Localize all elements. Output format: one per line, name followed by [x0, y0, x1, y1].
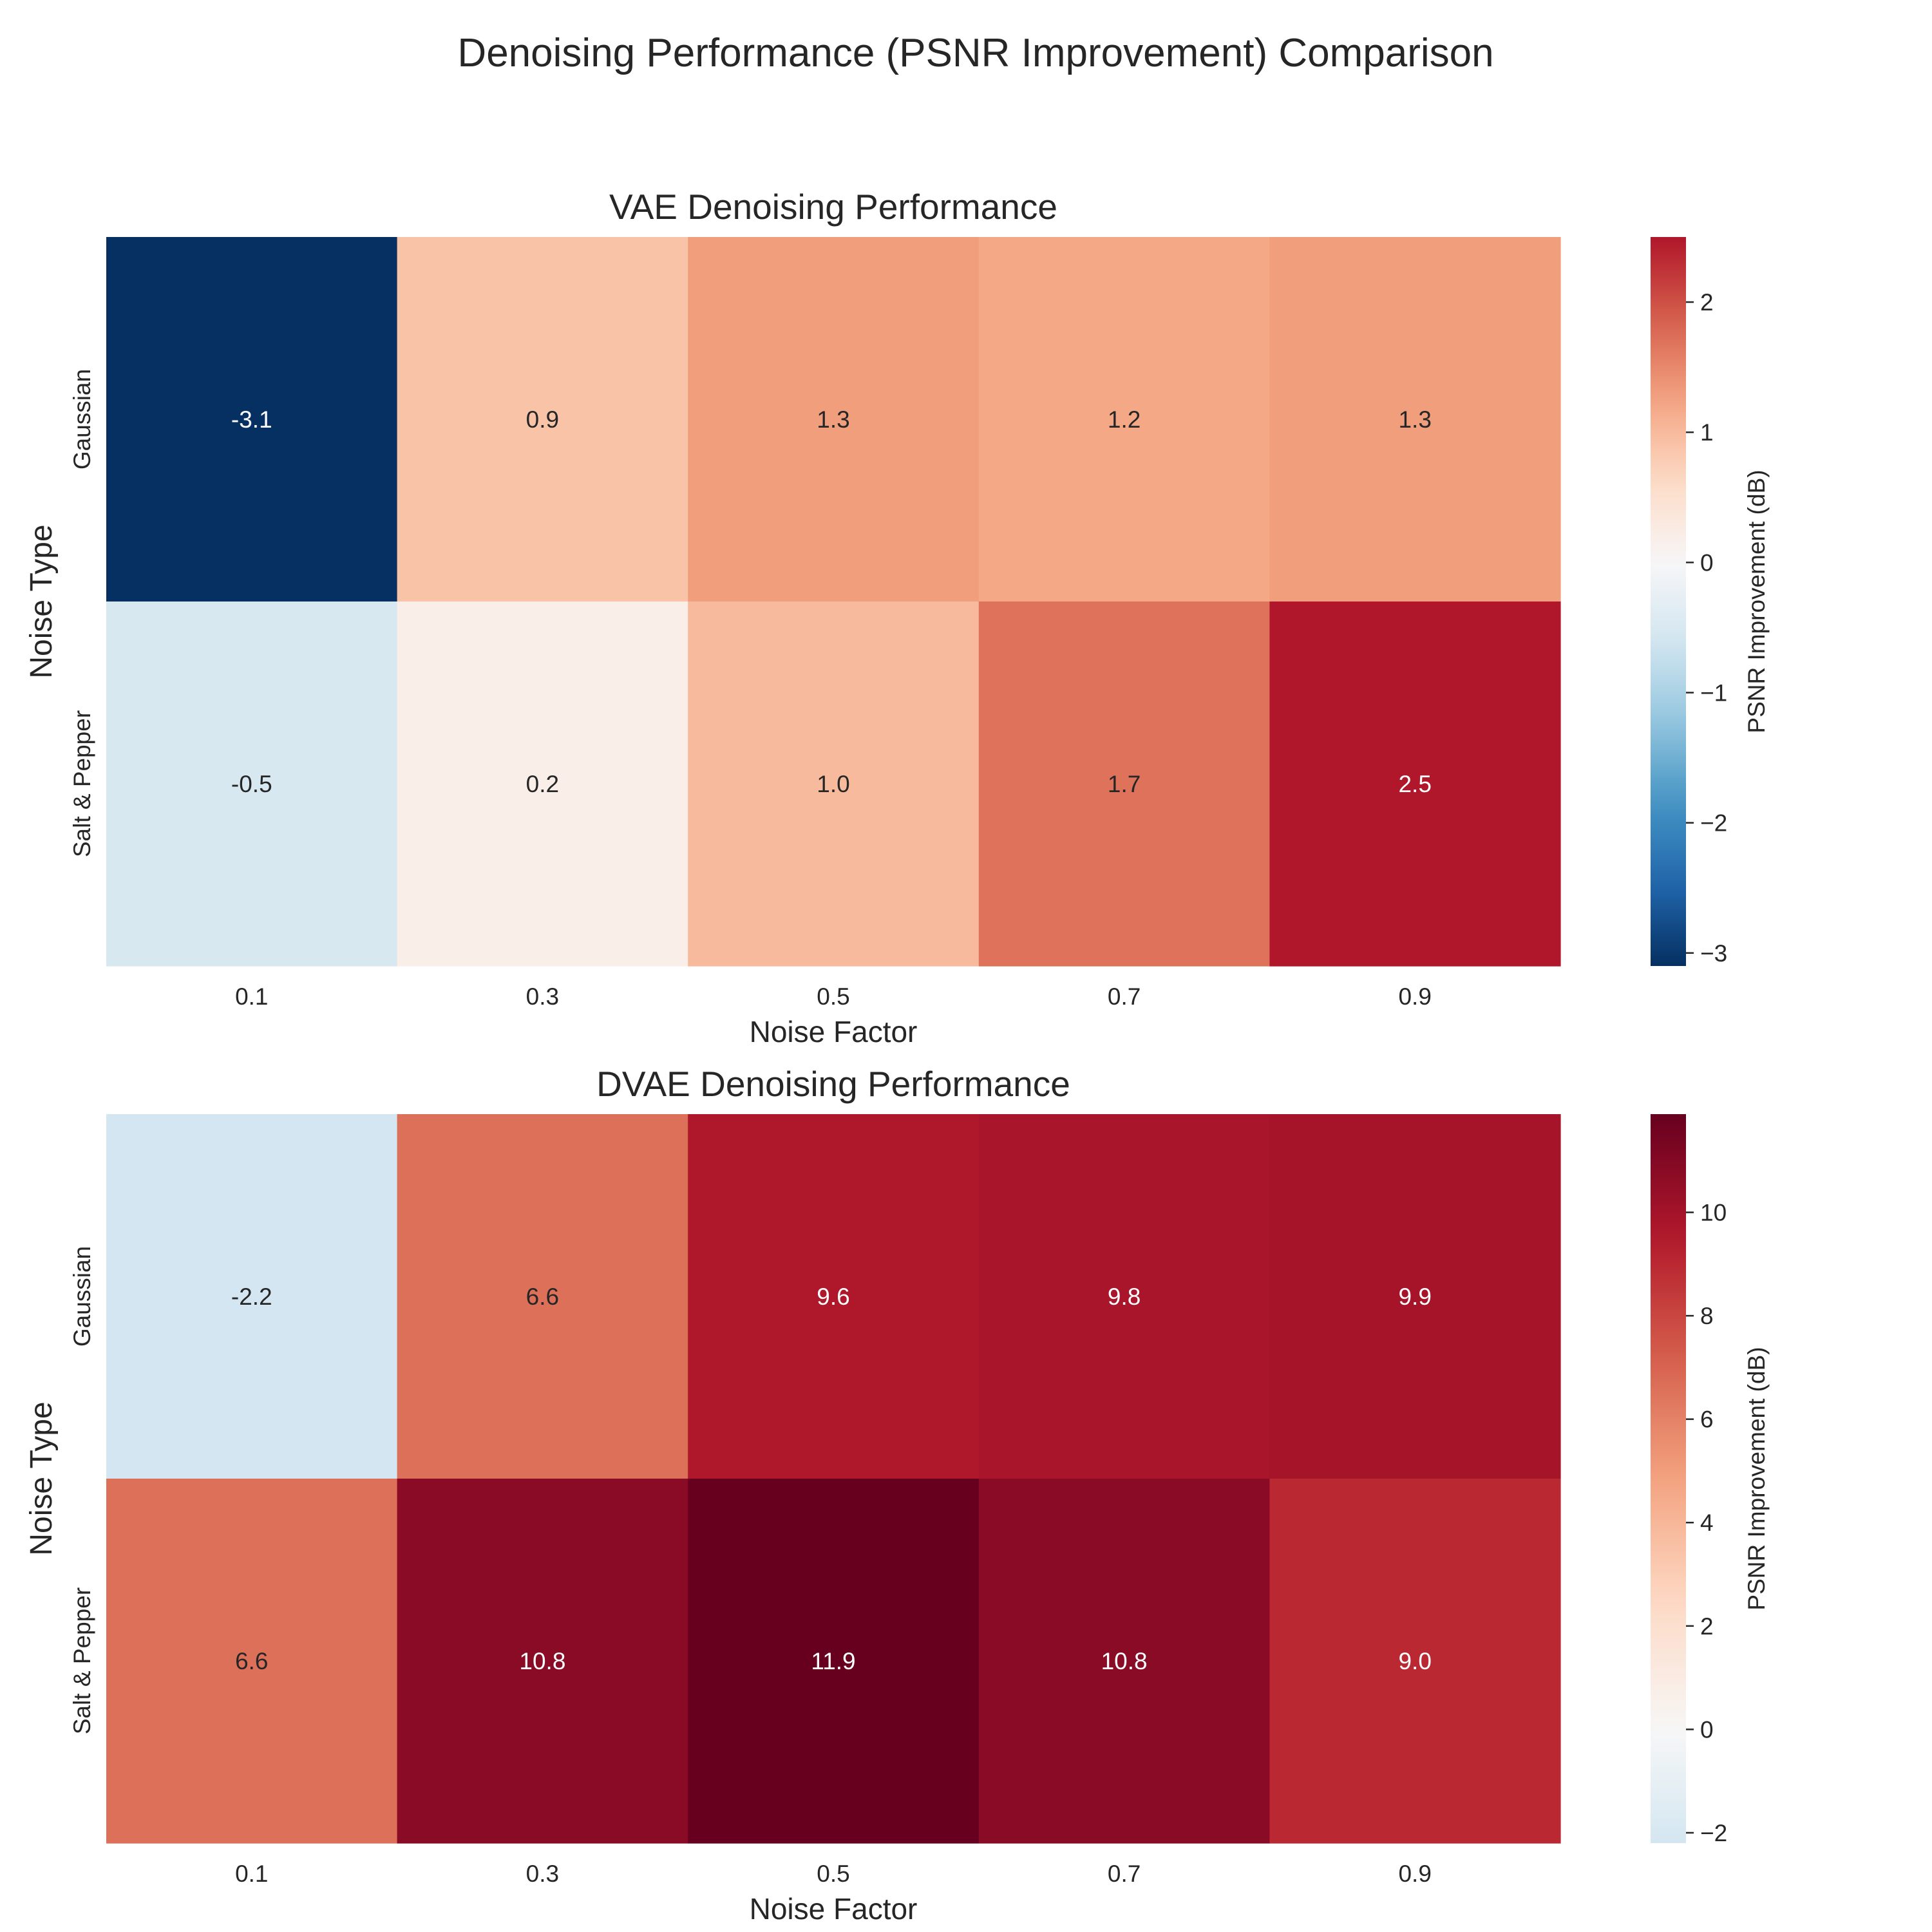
y-tick-label: Gaussian	[69, 1246, 95, 1347]
heatmap-cell	[397, 1479, 688, 1844]
cell-value-label: 1.3	[1398, 406, 1431, 433]
cell-value-label: 0.2	[526, 771, 559, 797]
y-tick-label: Gaussian	[69, 369, 95, 469]
colorbar-tick-label: 2	[1700, 289, 1714, 316]
heatmap-cell	[106, 601, 398, 967]
colorbar-tick-label: 0	[1700, 1716, 1714, 1743]
colorbar-tick-label: −2	[1700, 1820, 1727, 1846]
y-axis-label: Noise Type	[24, 524, 59, 678]
cell-value-label: -3.1	[231, 406, 272, 433]
cell-value-label: 9.8	[1108, 1283, 1141, 1310]
cell-value-label: 1.7	[1108, 771, 1141, 797]
heatmap-cell	[106, 1114, 398, 1479]
heatmap-cell	[1269, 237, 1561, 602]
heatmap-cell	[978, 1479, 1270, 1844]
x-tick-label: 0.3	[526, 983, 559, 1010]
colorbar-tick-label: 2	[1700, 1613, 1714, 1640]
x-tick-label: 0.1	[235, 1861, 268, 1887]
x-tick-label: 0.5	[817, 983, 849, 1010]
heatmap-cell	[1269, 601, 1561, 967]
heatmap-cell	[106, 237, 398, 602]
colorbar-tick-label: −1	[1700, 680, 1727, 706]
colorbar	[1651, 237, 1686, 966]
y-axis-label: Noise Type	[24, 1401, 59, 1555]
panel-title: VAE Denoising Performance	[609, 187, 1057, 227]
x-tick-label: 0.9	[1398, 1861, 1431, 1887]
cell-value-label: 10.8	[519, 1648, 565, 1674]
cell-value-label: 1.3	[817, 406, 849, 433]
heatmap-cell	[688, 237, 980, 602]
heatmap-cell	[1269, 1479, 1561, 1844]
colorbar-tick-label: 8	[1700, 1303, 1714, 1329]
heatmap-cell	[397, 1114, 688, 1479]
x-tick-label: 0.5	[817, 1861, 849, 1887]
cell-value-label: 2.5	[1398, 771, 1431, 797]
cell-value-label: 6.6	[526, 1283, 559, 1310]
cell-value-label: 10.8	[1101, 1648, 1148, 1674]
cell-value-label: 1.2	[1108, 406, 1141, 433]
colorbar-tick-label: 1	[1700, 419, 1714, 446]
colorbar-tick-label: 6	[1700, 1406, 1714, 1433]
colorbar-tick-label: 4	[1700, 1510, 1714, 1536]
cell-value-label: 11.9	[811, 1648, 855, 1674]
cell-value-label: 0.9	[526, 406, 559, 433]
colorbar	[1651, 1114, 1686, 1843]
panel-title: DVAE Denoising Performance	[596, 1064, 1070, 1104]
cell-value-label: -0.5	[231, 771, 272, 797]
x-axis-label: Noise Factor	[750, 1015, 918, 1048]
x-tick-label: 0.7	[1108, 983, 1141, 1010]
x-tick-label: 0.3	[526, 1861, 559, 1887]
heatmap-cell	[688, 1479, 980, 1844]
x-tick-label: 0.7	[1108, 1861, 1141, 1887]
heatmap-cell	[397, 601, 688, 967]
cell-value-label: 6.6	[235, 1648, 268, 1674]
heatmap-cell	[106, 1479, 398, 1844]
y-tick-label: Salt & Pepper	[69, 1587, 95, 1734]
x-tick-label: 0.9	[1398, 983, 1431, 1010]
colorbar-label: PSNR Improvement (dB)	[1743, 1347, 1770, 1610]
heatmap-cell	[1269, 1114, 1561, 1479]
cell-value-label: -2.2	[231, 1283, 272, 1310]
cell-value-label: 9.9	[1398, 1283, 1431, 1310]
x-tick-label: 0.1	[235, 983, 268, 1010]
heatmap-cell	[397, 237, 688, 602]
y-tick-label: Salt & Pepper	[69, 710, 95, 857]
colorbar-tick-label: 0	[1700, 549, 1714, 576]
heatmap-cell	[978, 601, 1270, 967]
x-axis-label: Noise Factor	[750, 1892, 918, 1926]
cell-value-label: 9.6	[817, 1283, 849, 1310]
dvae-heatmap-panel: DVAE Denoising Performance -2.2 6.6 9.6 9.8 9…	[24, 1064, 1770, 1926]
heatmap-cell	[688, 1114, 980, 1479]
heatmap-cell	[978, 1114, 1270, 1479]
cell-value-label: 9.0	[1398, 1648, 1431, 1674]
colorbar-tick-label: −2	[1700, 810, 1727, 837]
colorbar-tick-label: −3	[1700, 940, 1727, 967]
heatmap-cell	[688, 601, 980, 967]
vae-heatmap-panel: VAE Denoising Performance -3.1 0.9 1.3 1.2 1.…	[24, 187, 1770, 1048]
cell-value-label: 1.0	[817, 771, 849, 797]
colorbar-label: PSNR Improvement (dB)	[1743, 469, 1770, 733]
colorbar-tick-label: 10	[1700, 1200, 1727, 1226]
heatmap-cell	[978, 237, 1270, 602]
figure-title: Denoising Performance (PSNR Improvement)…	[457, 31, 1493, 75]
